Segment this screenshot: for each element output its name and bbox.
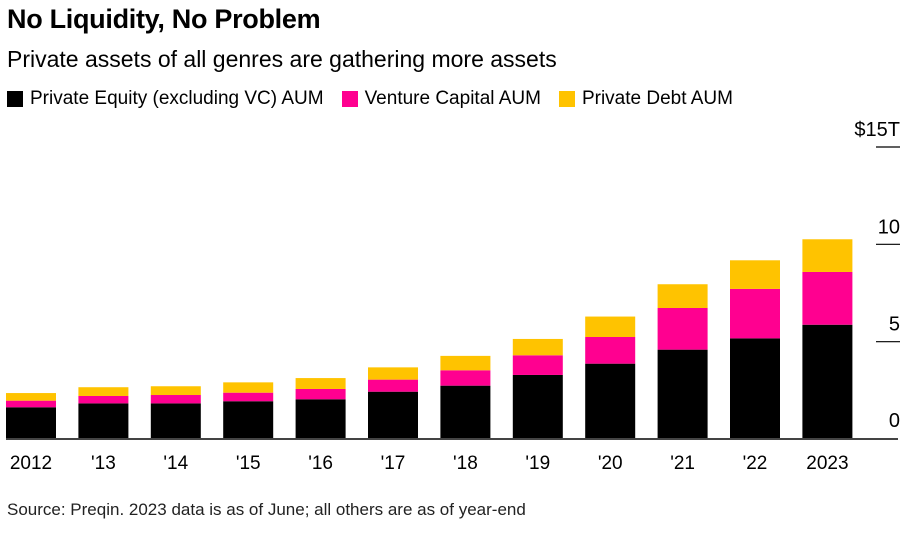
legend-label-venture-capital: Venture Capital AUM <box>364 88 541 109</box>
legend-swatch-private-equity <box>7 91 23 107</box>
bar-segment-private-equity <box>150 403 201 439</box>
bar-segment-private-equity <box>585 363 636 439</box>
bar-segment-private-debt <box>585 316 636 337</box>
bar-segment-private-debt <box>78 387 129 396</box>
x-tick-label: '19 <box>525 453 550 474</box>
x-tick-label: '21 <box>670 453 695 474</box>
chart-subtitle: Private assets of all genres are gatheri… <box>7 46 557 72</box>
bar-segment-private-equity <box>223 401 274 439</box>
bar-segment-venture-capital <box>440 370 491 386</box>
bar-segment-venture-capital <box>368 379 418 392</box>
bar-segment-private-debt <box>657 284 708 308</box>
bar-segment-private-equity <box>657 349 708 439</box>
x-tick-label: '18 <box>453 453 478 474</box>
bar-segment-venture-capital <box>223 392 274 402</box>
bar-segment-venture-capital <box>657 307 708 350</box>
legend-label-private-debt: Private Debt AUM <box>581 88 733 109</box>
y-tick-label: 10 <box>878 216 900 238</box>
x-tick-label: '13 <box>91 453 116 474</box>
bar-segment-venture-capital <box>512 355 563 375</box>
bar-segment-venture-capital <box>6 400 56 408</box>
y-tick-label: 0 <box>889 410 900 432</box>
legend-item-private-equity: Private Equity (excluding VC) AUM <box>7 88 324 110</box>
legend-item-private-debt: Private Debt AUM <box>558 88 733 110</box>
x-tick-label: '15 <box>236 453 261 474</box>
bar-segment-private-equity <box>512 374 563 439</box>
bar-segment-private-debt <box>295 378 346 389</box>
bar-segment-venture-capital <box>802 271 853 325</box>
bar-segment-venture-capital <box>295 388 346 400</box>
bar-segment-private-equity <box>802 324 853 439</box>
bar-segment-venture-capital <box>150 395 201 404</box>
x-tick-label: '14 <box>163 453 188 474</box>
bar-segment-private-equity <box>440 385 491 439</box>
y-tick-label: 5 <box>889 314 900 336</box>
x-tick-label: '22 <box>743 453 768 474</box>
x-tick-label: 2012 <box>10 453 52 474</box>
legend-item-venture-capital: Venture Capital AUM <box>341 88 541 110</box>
x-tick-label: '16 <box>308 453 333 474</box>
bar-segment-private-equity <box>295 399 346 439</box>
bar-segment-private-debt <box>6 393 56 401</box>
bar-segment-private-debt <box>368 367 418 380</box>
legend-label-private-equity: Private Equity (excluding VC) AUM <box>30 88 324 109</box>
legend: Private Equity (excluding VC) AUM Ventur… <box>7 88 751 110</box>
bar-segment-private-debt <box>223 382 274 393</box>
x-tick-label: 2023 <box>806 453 848 474</box>
x-tick-label: '20 <box>598 453 623 474</box>
bar-segment-venture-capital <box>730 288 780 339</box>
legend-swatch-private-debt <box>558 91 575 107</box>
x-tick-label: '17 <box>381 453 406 474</box>
chart-title: No Liquidity, No Problem <box>7 4 321 34</box>
bar-segment-venture-capital <box>78 395 129 404</box>
bar-segment-private-equity <box>6 407 56 439</box>
bar-segment-private-debt <box>150 386 201 396</box>
y-tick-label: $15T <box>854 119 900 141</box>
bar-segment-private-equity <box>368 391 418 439</box>
bar-segment-private-debt <box>730 260 780 289</box>
source-note: Source: Preqin. 2023 data is as of June;… <box>7 500 526 519</box>
bar-segment-private-equity <box>730 338 780 439</box>
bar-segment-private-debt <box>512 338 563 356</box>
legend-swatch-venture-capital <box>341 91 358 107</box>
bar-segment-private-debt <box>802 239 853 272</box>
bar-segment-private-debt <box>440 355 491 371</box>
bar-segment-venture-capital <box>585 336 636 364</box>
bar-segment-private-equity <box>78 403 129 439</box>
